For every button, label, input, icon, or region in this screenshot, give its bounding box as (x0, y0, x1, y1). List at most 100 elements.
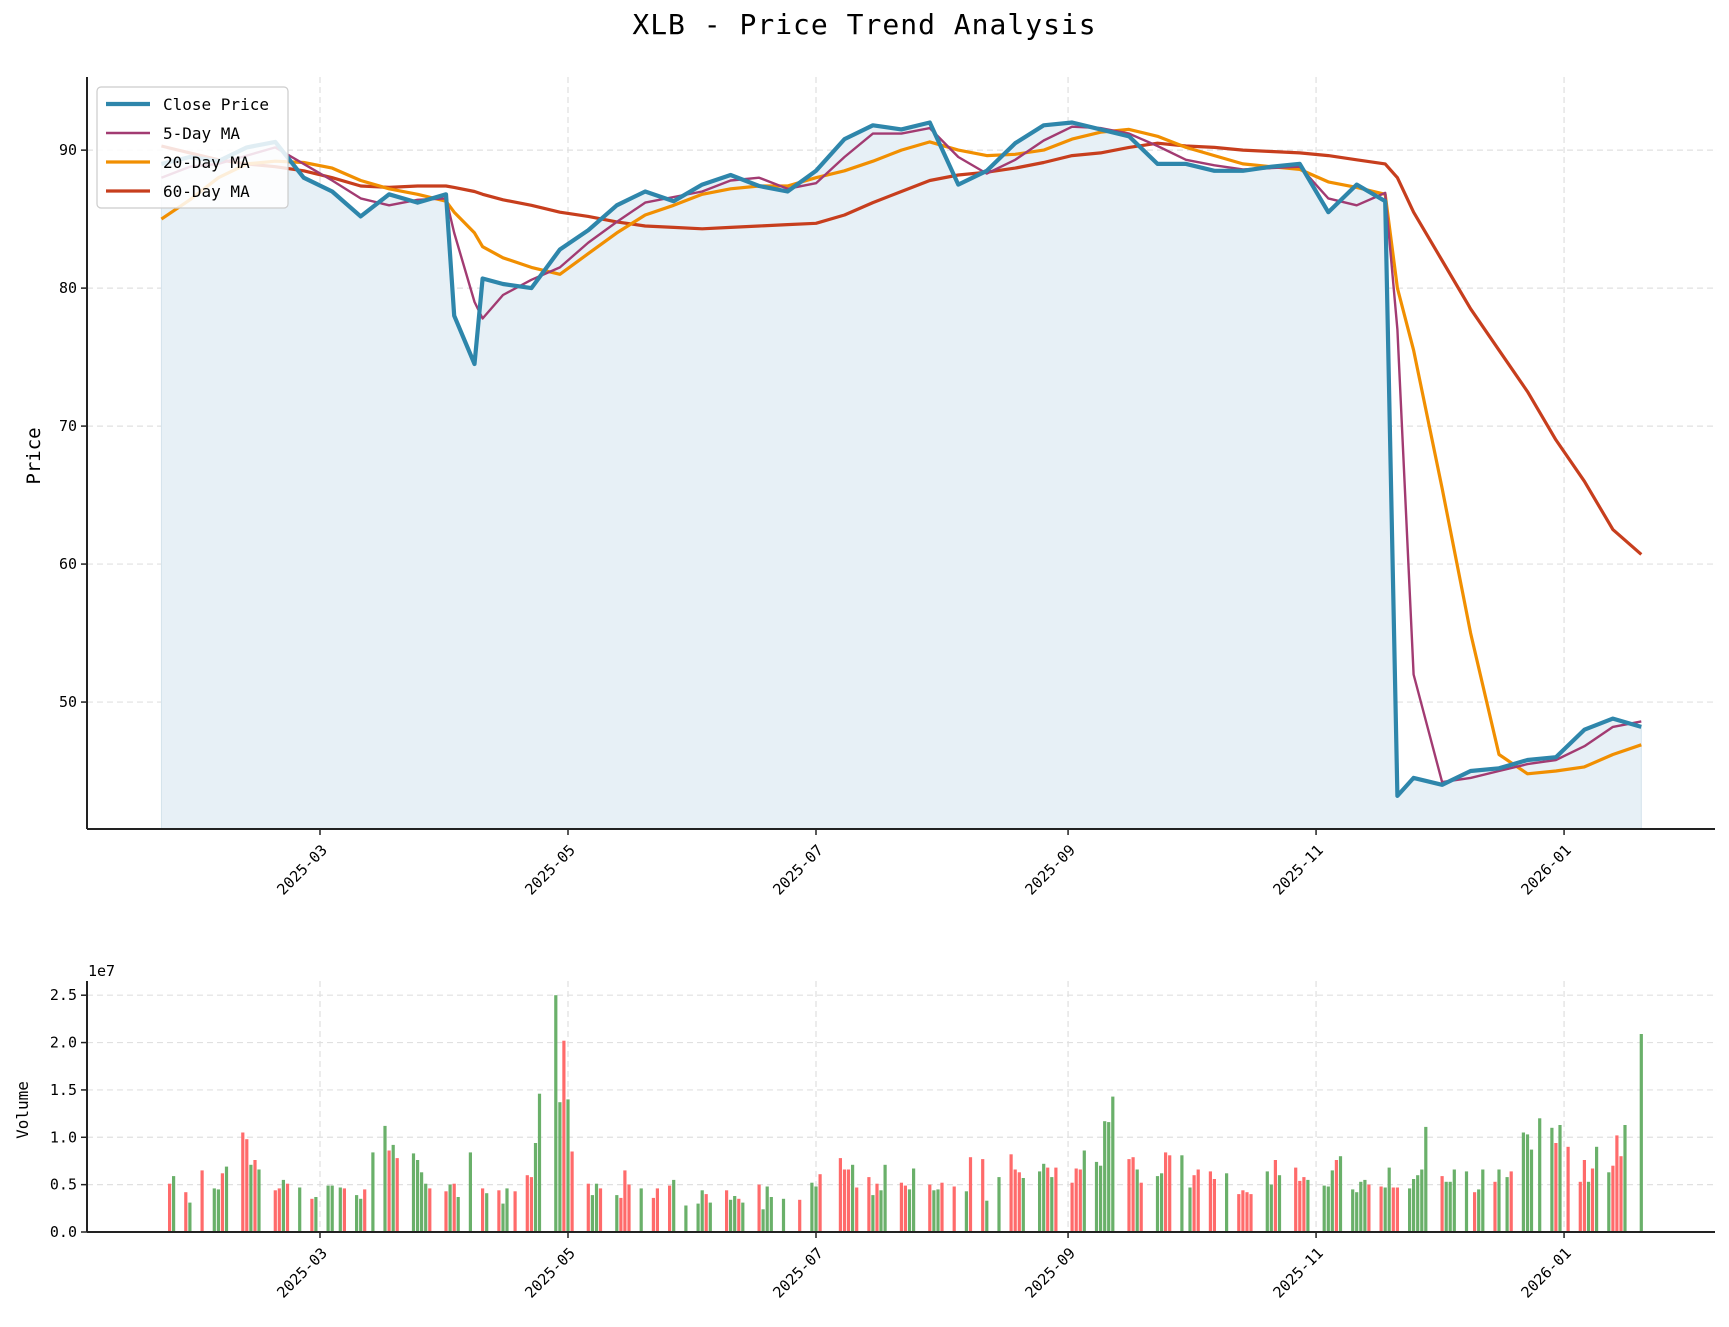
volume-bar (257, 1169, 261, 1232)
legend-ma5-label: 5-Day MA (163, 124, 240, 143)
volume-bar (1338, 1156, 1343, 1232)
volume-bar (981, 1159, 985, 1232)
volume-bar (1582, 1160, 1586, 1232)
volume-bar (1529, 1149, 1534, 1232)
volume-bar (1387, 1167, 1391, 1232)
volume-ytick-label: 0.5 (50, 1176, 77, 1194)
volume-bar (639, 1188, 643, 1232)
volume-bar (1306, 1179, 1310, 1232)
volume-bar (416, 1160, 420, 1232)
price-ytick-label: 70 (59, 417, 77, 435)
volume-bar (1554, 1143, 1558, 1232)
volume-bar (1237, 1194, 1241, 1232)
volume-bar (725, 1190, 729, 1232)
price-xtick-label: 2025-03 (273, 841, 330, 898)
volume-bar (1395, 1187, 1399, 1232)
volume-ytick-label: 2.5 (50, 986, 77, 1004)
volume-bar (1196, 1169, 1200, 1232)
volume-bar (1326, 1186, 1330, 1232)
volume-bar (1111, 1096, 1115, 1232)
price-ytick-label: 50 (59, 693, 77, 711)
volume-bar (997, 1177, 1001, 1232)
volume-bar (729, 1199, 733, 1232)
volume-bar (497, 1190, 501, 1232)
price-xtick-label: 2025-05 (521, 841, 578, 898)
volume-bar (1383, 1187, 1387, 1232)
volume-bar (456, 1197, 460, 1232)
volume-bar (371, 1152, 375, 1232)
volume-bar (505, 1188, 509, 1232)
volume-bar (1017, 1172, 1021, 1232)
volume-bar (1379, 1186, 1383, 1232)
volume-bar (903, 1185, 907, 1232)
volume-bar (883, 1164, 887, 1232)
price-panel: 50 60 70 80 90 2025-03 2025-05 2025-07 2025-09 20… (23, 77, 1715, 899)
volume-bar (912, 1168, 916, 1232)
volume-bar (907, 1189, 912, 1232)
volume-bar (285, 1183, 290, 1232)
volume-bar (562, 1040, 566, 1232)
volume-bar (867, 1177, 871, 1232)
close-price-line (160, 120, 1642, 799)
volume-bar (314, 1197, 318, 1232)
volume-bar (1160, 1173, 1164, 1232)
volume-bar (1212, 1179, 1216, 1232)
volume-bar (326, 1185, 330, 1232)
volume-bar (757, 1184, 761, 1232)
volume-bar (672, 1179, 676, 1232)
legend-close-label: Close Price (163, 95, 269, 114)
volume-bar (1497, 1169, 1501, 1232)
close-price-fill-area (160, 121, 1642, 830)
volume-bar (733, 1196, 737, 1232)
volume-xtick-label: 2025-11 (1269, 1244, 1326, 1301)
volume-bar (619, 1197, 623, 1232)
volume-bar (216, 1189, 220, 1232)
volume-bar (842, 1169, 847, 1232)
volume-bar (1473, 1192, 1477, 1232)
volume-bar (485, 1193, 489, 1232)
volume-bar (1408, 1188, 1412, 1232)
volume-bar (598, 1188, 603, 1232)
volume-bar (1021, 1178, 1025, 1232)
volume-bar (936, 1189, 940, 1232)
volume-ytick-label: 0.0 (50, 1223, 77, 1241)
volume-bar (184, 1192, 188, 1232)
legend-ma20-label: 20-Day MA (163, 153, 250, 172)
volume-bar (1241, 1190, 1245, 1232)
volume-bar (1444, 1181, 1448, 1232)
volume-bar (533, 1143, 538, 1232)
volume-bar (1623, 1125, 1627, 1232)
volume-bar (1440, 1176, 1444, 1232)
volume-bar (1611, 1165, 1615, 1232)
volume-bar (513, 1191, 517, 1232)
volume-bar (1619, 1156, 1623, 1232)
volume-bars (168, 995, 1643, 1232)
volume-bar (985, 1200, 989, 1232)
volume-bar (188, 1202, 192, 1232)
volume-bar (253, 1160, 257, 1232)
price-ytick-label: 90 (59, 141, 77, 159)
volume-bar (1412, 1179, 1416, 1232)
volume-bar (224, 1166, 229, 1232)
volume-bar (1074, 1168, 1078, 1232)
volume-bar (281, 1179, 285, 1232)
volume-panel: 0.0 0.5 1.0 1.5 2.0 2.5 2025-03 2025-05 2025-07 2… (13, 962, 1715, 1302)
volume-bar (452, 1183, 456, 1232)
volume-bar (704, 1194, 708, 1232)
volume-bar (846, 1169, 851, 1232)
volume-bar (964, 1191, 968, 1232)
volume-bar (700, 1190, 704, 1232)
volume-bar (1050, 1177, 1054, 1232)
volume-bar (1595, 1146, 1599, 1232)
volume-bar (871, 1195, 875, 1232)
volume-bar (1155, 1176, 1160, 1232)
volume-bar (1538, 1118, 1542, 1232)
volume-bar (1127, 1159, 1131, 1232)
volume-bar (761, 1209, 765, 1232)
legend: Close Price 5-Day MA 20-Day MA 60-Day MA (96, 86, 289, 209)
volume-bar (1208, 1171, 1212, 1232)
volume-bar (1420, 1169, 1424, 1232)
volume-xtick-label: 2025-07 (769, 1244, 826, 1301)
volume-bar (172, 1176, 176, 1232)
volume-axis-label: Volume (13, 1081, 32, 1139)
